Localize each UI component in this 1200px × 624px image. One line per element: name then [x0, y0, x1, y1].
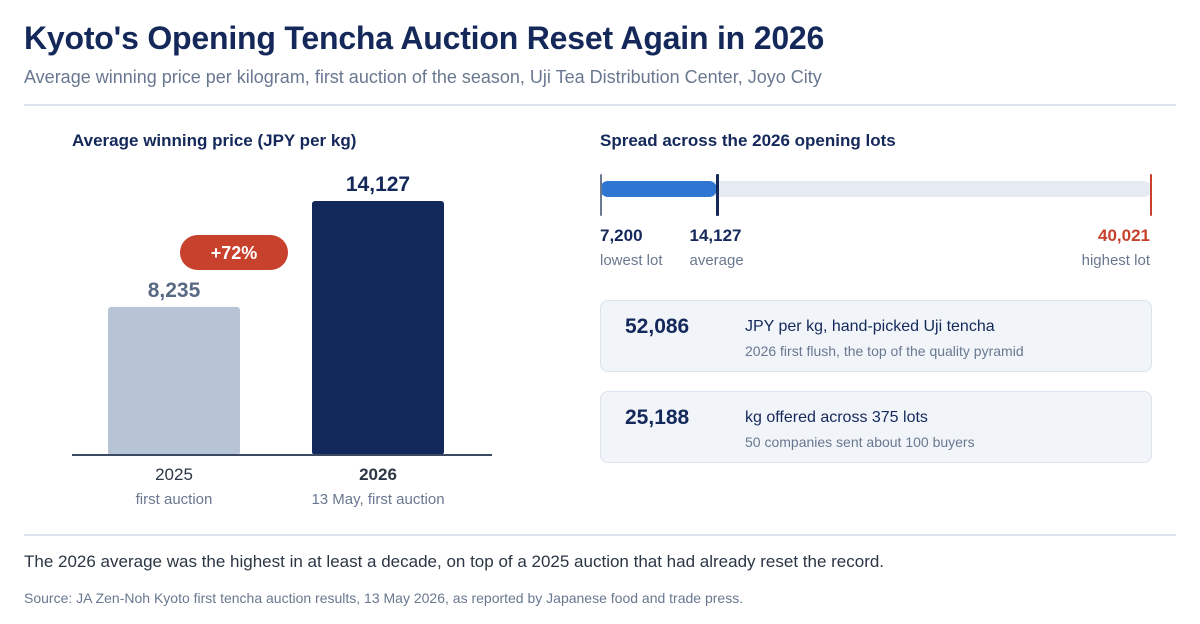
bar-value-label: 8,235: [148, 279, 201, 302]
bar-2026: [312, 201, 444, 455]
spread-title: Spread across the 2026 opening lots: [600, 131, 896, 150]
stat-card-label: kg offered across 375 lots: [745, 409, 928, 426]
change-badge-label: +72%: [211, 243, 258, 263]
bar-chart: 8,235 2025 first auction 14,127 2026 13 May, …: [72, 173, 492, 508]
footer-divider: [24, 534, 1176, 536]
stat-card-handpicked: 52,086 JPY per kg, hand-picked Uji tench…: [600, 300, 1152, 372]
spread-track: [600, 181, 1152, 197]
spread-average-value: 14,127: [689, 226, 742, 245]
footnote: The 2026 average was the highest in at l…: [24, 552, 885, 571]
bar-value-label: 14,127: [346, 173, 410, 196]
category-label: 2026: [359, 465, 397, 484]
bar-chart-title: Average winning price (JPY per kg): [72, 131, 357, 150]
stat-card-value: 25,188: [625, 406, 690, 429]
bar-2025: [108, 306, 240, 455]
stat-card-volume: 25,188 kg offered across 375 lots 50 com…: [600, 391, 1152, 463]
spread-high-value: 40,021: [1098, 226, 1150, 245]
spread-low-label: 7,200 lowest lot: [600, 226, 663, 269]
spread-low-caption: lowest lot: [600, 252, 663, 269]
header-divider: [24, 104, 1176, 106]
spread-average-marker: [715, 174, 719, 216]
page-subtitle: Average winning price per kilogram, firs…: [24, 67, 822, 87]
category-label: 2025: [155, 465, 193, 484]
spread-average-label: 14,127 average: [690, 226, 744, 269]
spread-high-marker: [1150, 174, 1152, 216]
category-caption: first auction: [136, 491, 213, 508]
spread-low-marker: [600, 174, 602, 216]
stat-card-value: 52,086: [625, 315, 690, 338]
category-caption: 13 May, first auction: [311, 491, 444, 508]
stat-card-sub: 2026 first flush, the top of the quality…: [745, 343, 1024, 359]
change-badge: [180, 235, 288, 270]
spread-high-label: 40,021 highest lot: [1082, 226, 1150, 269]
spread-bar: [600, 172, 1152, 216]
page-title: Kyoto's Opening Tencha Auction Reset Aga…: [24, 20, 825, 56]
spread-low-value: 7,200: [600, 226, 643, 245]
spread-fill: [600, 181, 717, 197]
spread-average-caption: average: [689, 252, 744, 269]
stat-card-sub: 50 companies sent about 100 buyers: [745, 434, 975, 450]
stat-card-label: JPY per kg, hand-picked Uji tencha: [745, 318, 995, 335]
source-note: Source: JA Zen-Noh Kyoto first tencha au…: [24, 590, 744, 606]
spread-high-caption: highest lot: [1081, 252, 1150, 269]
